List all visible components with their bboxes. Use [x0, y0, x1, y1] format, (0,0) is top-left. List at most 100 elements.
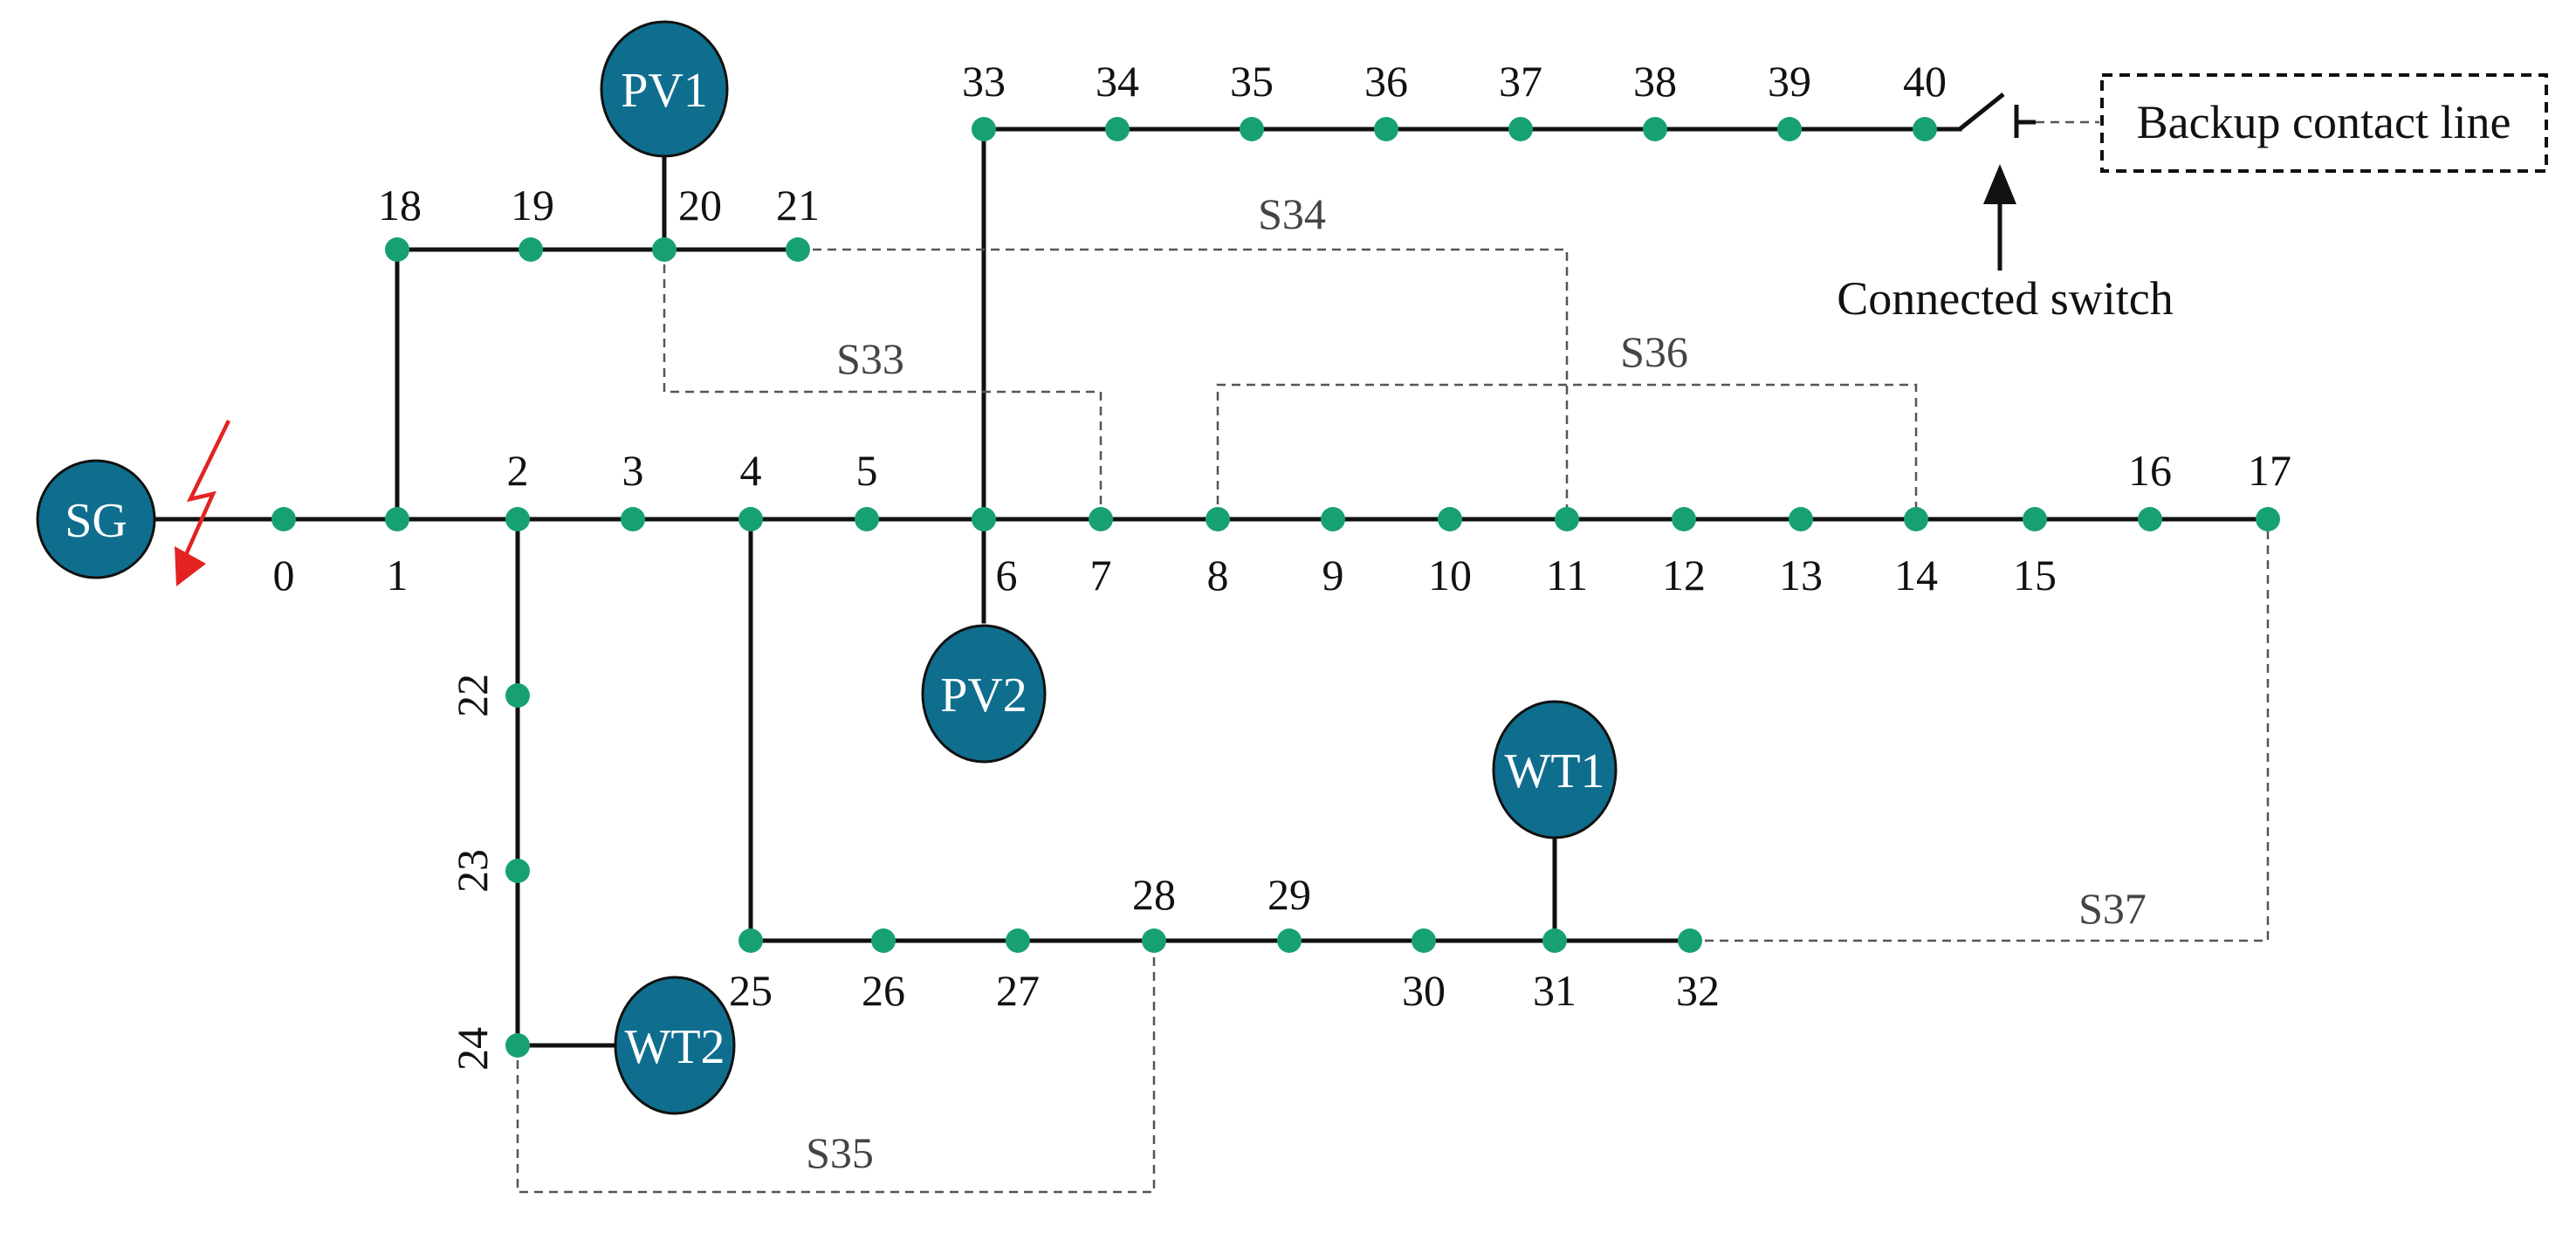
- bus-nodes: [271, 117, 2280, 1058]
- node-label-24: 24: [448, 1027, 497, 1071]
- switch-blade: [1958, 92, 2005, 131]
- bus-node-27: [1006, 928, 1030, 953]
- node-label-32: 32: [1676, 966, 1720, 1015]
- bus-node-8: [1206, 507, 1230, 531]
- bus-node-40: [1913, 117, 1937, 141]
- node-label-14: 14: [1894, 551, 1938, 599]
- source-wt2-label: WT2: [624, 1020, 725, 1074]
- bus-node-11: [1555, 507, 1579, 531]
- bus-node-15: [2023, 507, 2047, 531]
- bus-node-10: [1438, 507, 1462, 531]
- bus-node-18: [385, 237, 409, 262]
- feeder-lines: [93, 127, 2270, 1048]
- tie-label-s37: S37: [2078, 884, 2147, 933]
- node-label-18: 18: [378, 181, 422, 229]
- bus-node-4: [738, 507, 763, 531]
- source-pv2-label: PV2: [940, 668, 1027, 723]
- source-wt1: [1492, 700, 1618, 839]
- node-labels: 0 1 2 3 4 5 6 7 8 9 10 11 12 13 14 15 16…: [273, 57, 2292, 1071]
- sources: [36, 20, 1618, 1115]
- node-label-20: 20: [678, 181, 722, 229]
- tie-label-s33: S33: [836, 334, 904, 383]
- bus-node-7: [1089, 507, 1113, 531]
- bus-node-9: [1321, 507, 1345, 531]
- tie-line-s33: [663, 250, 1103, 519]
- node-label-6: 6: [996, 551, 1018, 599]
- node-label-23: 23: [448, 849, 497, 893]
- bus-node-17: [2256, 507, 2280, 531]
- node-label-21: 21: [776, 181, 820, 229]
- tie-line-s37: [1690, 519, 2270, 942]
- bus-node-0: [271, 507, 296, 531]
- bus-node-20: [652, 237, 677, 262]
- tie-line-s34: [798, 248, 1569, 519]
- bus-node-26: [871, 928, 896, 953]
- bus-node-12: [1672, 507, 1696, 531]
- node-label-35: 35: [1230, 57, 1274, 106]
- bus-node-33: [972, 117, 996, 141]
- backup-contact-box: [2100, 73, 2548, 173]
- node-label-17: 17: [2248, 446, 2291, 495]
- bus-node-23: [505, 859, 530, 883]
- node-label-26: 26: [862, 966, 905, 1015]
- tie-line-s36: [1216, 383, 1918, 519]
- bus-node-24: [505, 1033, 530, 1058]
- source-wt1-label: WT1: [1504, 744, 1604, 798]
- tie-switch-labels: S33 S34 S35 S36 S37: [806, 189, 2147, 1177]
- bus-node-39: [1777, 117, 1802, 141]
- node-label-8: 8: [1207, 551, 1229, 599]
- node-label-19: 19: [511, 181, 554, 229]
- node-label-29: 29: [1267, 870, 1311, 919]
- node-label-7: 7: [1090, 551, 1112, 599]
- node-label-4: 4: [740, 446, 762, 495]
- bus-node-35: [1240, 117, 1264, 141]
- node-label-10: 10: [1428, 551, 1472, 599]
- node-label-37: 37: [1499, 57, 1542, 106]
- node-label-25: 25: [729, 966, 773, 1015]
- bus-node-14: [1904, 507, 1928, 531]
- node-label-31: 31: [1533, 966, 1577, 1015]
- node-label-0: 0: [273, 551, 295, 599]
- source-sg: [36, 459, 156, 579]
- tie-lines: [516, 120, 2270, 1194]
- bus-node-30: [1412, 928, 1436, 953]
- bus-node-36: [1374, 117, 1398, 141]
- source-sg-label: SG: [65, 494, 127, 548]
- node-label-3: 3: [622, 446, 644, 495]
- bus-node-25: [738, 928, 763, 953]
- node-label-1: 1: [387, 551, 409, 599]
- node-label-13: 13: [1779, 551, 1823, 599]
- node-label-15: 15: [2013, 551, 2057, 599]
- node-label-33: 33: [962, 57, 1006, 106]
- bus-node-22: [505, 683, 530, 708]
- source-labels: SG PV1 PV2 WT1 WT2: [65, 64, 1604, 1074]
- bus-node-21: [786, 237, 810, 262]
- node-label-39: 39: [1768, 57, 1811, 106]
- tie-label-s35: S35: [806, 1128, 874, 1177]
- bus-node-32: [1678, 928, 1702, 953]
- switch-pointer-arrow: [1983, 164, 2016, 271]
- node-label-22: 22: [448, 674, 497, 717]
- node-label-27: 27: [996, 966, 1040, 1015]
- source-wt2: [614, 976, 736, 1115]
- node-label-28: 28: [1132, 870, 1176, 919]
- node-label-40: 40: [1903, 57, 1947, 106]
- bus-node-29: [1277, 928, 1302, 953]
- node-label-2: 2: [507, 446, 529, 495]
- node-label-12: 12: [1662, 551, 1706, 599]
- node-label-5: 5: [856, 446, 878, 495]
- tie-line-s35: [516, 941, 1156, 1194]
- bus-node-1: [385, 507, 409, 531]
- connected-switch-label: Connected switch: [1837, 272, 2173, 325]
- tie-label-s34: S34: [1258, 189, 1326, 238]
- bus-node-19: [519, 237, 543, 262]
- node-label-9: 9: [1322, 551, 1344, 599]
- node-label-16: 16: [2128, 446, 2172, 495]
- bus-node-37: [1508, 117, 1533, 141]
- bus-node-5: [855, 507, 879, 531]
- node-label-11: 11: [1546, 551, 1588, 599]
- node-label-34: 34: [1096, 57, 1139, 106]
- tie-label-s36: S36: [1620, 327, 1688, 376]
- source-pv1-label: PV1: [621, 64, 708, 118]
